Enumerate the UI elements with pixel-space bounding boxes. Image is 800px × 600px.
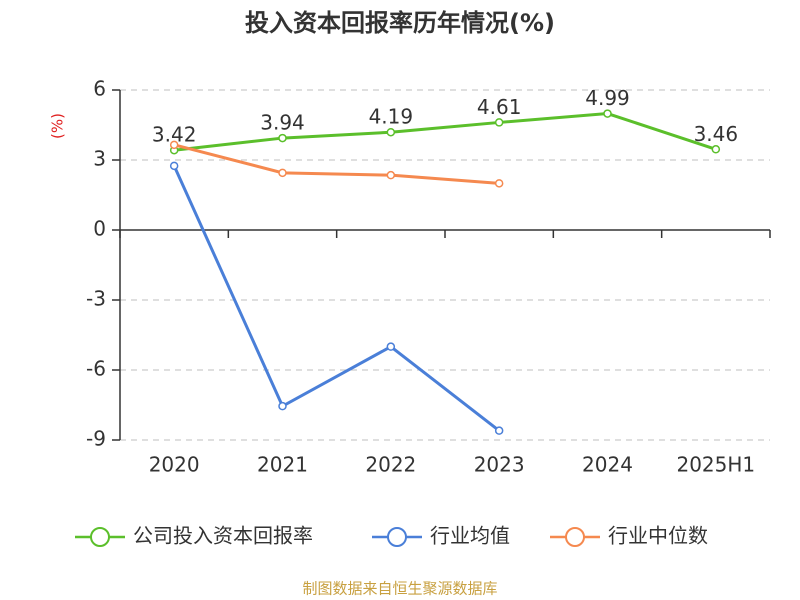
x-tick-label: 2021 — [257, 453, 308, 477]
chart-title: 投入资本回报率历年情况(%) — [245, 9, 555, 37]
y-axis-label: (%) — [49, 113, 67, 139]
data-label: 4.19 — [369, 105, 414, 129]
legend-marker[interactable] — [565, 527, 585, 547]
data-point — [169, 140, 179, 150]
data-point — [603, 109, 612, 118]
data-point — [386, 170, 396, 180]
data-point — [278, 401, 287, 411]
data-point — [386, 342, 396, 351]
data-point — [169, 161, 179, 171]
x-tick-label: 2020 — [149, 453, 200, 477]
legend-label[interactable]: 公司投入资本回报率 — [133, 524, 313, 548]
y-tick-label: 6 — [93, 77, 106, 101]
legend-marker[interactable] — [90, 527, 110, 547]
x-tick-label: 2023 — [474, 453, 525, 477]
x-tick-label: 2022 — [365, 453, 416, 477]
data-point — [711, 145, 721, 154]
data-point — [386, 127, 396, 137]
y-tick-label: -6 — [86, 357, 106, 381]
y-tick-label: -9 — [86, 427, 106, 451]
legend-marker[interactable] — [387, 527, 407, 547]
data-label: 4.61 — [477, 95, 522, 119]
source-note: 制图数据来自恒生聚源数据库 — [302, 580, 497, 598]
data-point — [494, 118, 504, 127]
legend-label[interactable]: 行业均值 — [430, 524, 510, 548]
data-label: 3.94 — [260, 111, 305, 135]
data-point — [494, 426, 504, 435]
data-point — [278, 133, 287, 143]
data-label: 4.99 — [585, 86, 630, 110]
x-tick-label: 2024 — [582, 453, 633, 477]
series-line — [174, 112, 717, 152]
data-label: 3.46 — [694, 122, 739, 146]
data-point — [278, 168, 287, 178]
y-tick-label: 0 — [93, 217, 106, 241]
legend-label[interactable]: 行业中位数 — [608, 524, 708, 548]
series-line — [172, 165, 501, 432]
y-tick-label: -3 — [86, 287, 106, 311]
x-tick-label: 2025H1 — [676, 453, 755, 477]
y-tick-label: 3 — [93, 147, 106, 171]
data-point — [494, 179, 504, 188]
series-line — [173, 143, 500, 185]
